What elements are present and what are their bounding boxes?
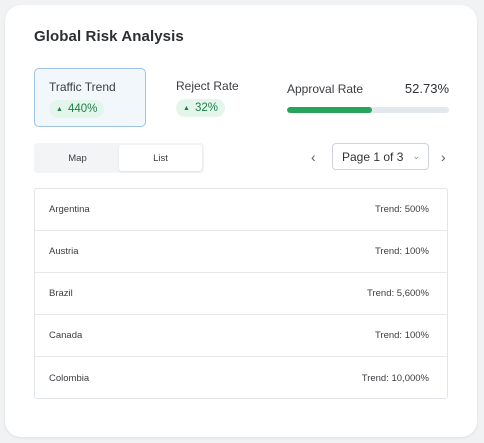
trend-up-icon: ▲ [183,104,190,112]
country-list: Argentina Trend: 500% Austria Trend: 100… [34,188,448,399]
list-item[interactable]: Argentina Trend: 500% [35,189,447,231]
country-name: Brazil [49,288,73,299]
list-item[interactable]: Brazil Trend: 5,600% [35,273,447,315]
country-trend: Trend: 100% [374,330,429,341]
card-title: Global Risk Analysis [34,28,184,45]
map-view-button[interactable]: Map [68,152,87,164]
country-trend: Trend: 100% [374,246,429,257]
reject-rate-value: 32% [194,102,218,114]
page-select-label: Page 1 of 3 [342,149,404,164]
approval-rate-value: 52.73% [404,81,449,96]
reject-rate-metric[interactable]: Reject Rate ▲ 32% [176,79,239,117]
traffic-trend-value: 440% [67,103,98,115]
approval-progress-fill [287,107,373,113]
reject-rate-badge: ▲ 32% [176,99,225,117]
country-name: Argentina [49,204,90,215]
list-item[interactable]: Austria Trend: 100% [35,231,447,273]
country-trend: Trend: 5,600% [367,288,429,299]
approval-progress-bar [287,107,449,113]
chevron-down-icon: ⌄ [412,151,420,161]
reject-rate-label: Reject Rate [176,79,239,93]
list-item[interactable]: Colombia Trend: 10,000% [35,357,447,398]
risk-analysis-card: Global Risk Analysis Traffic Trend ▲ 440… [5,5,477,437]
view-toggle: Map List [34,143,204,173]
country-name: Canada [49,330,83,341]
page-select[interactable]: Page 1 of 3 ⌄ [332,143,429,170]
traffic-trend-badge: ▲ 440% [49,100,105,118]
country-trend: Trend: 500% [374,204,429,215]
traffic-trend-metric[interactable]: Traffic Trend ▲ 440% [34,68,146,127]
country-name: Colombia [49,372,90,384]
list-item[interactable]: Canada Trend: 100% [35,315,447,357]
country-trend: Trend: 10,000% [361,372,429,384]
previous-page-icon[interactable]: ‹ [311,149,316,165]
list-view-button[interactable]: List [119,145,202,171]
trend-up-icon: ▲ [56,105,63,113]
approval-rate-metric: Approval Rate 52.73% [287,81,449,113]
next-page-icon[interactable]: › [441,149,446,165]
approval-rate-label: Approval Rate [287,82,364,96]
traffic-trend-label: Traffic Trend [49,80,116,94]
country-name: Austria [49,246,79,257]
